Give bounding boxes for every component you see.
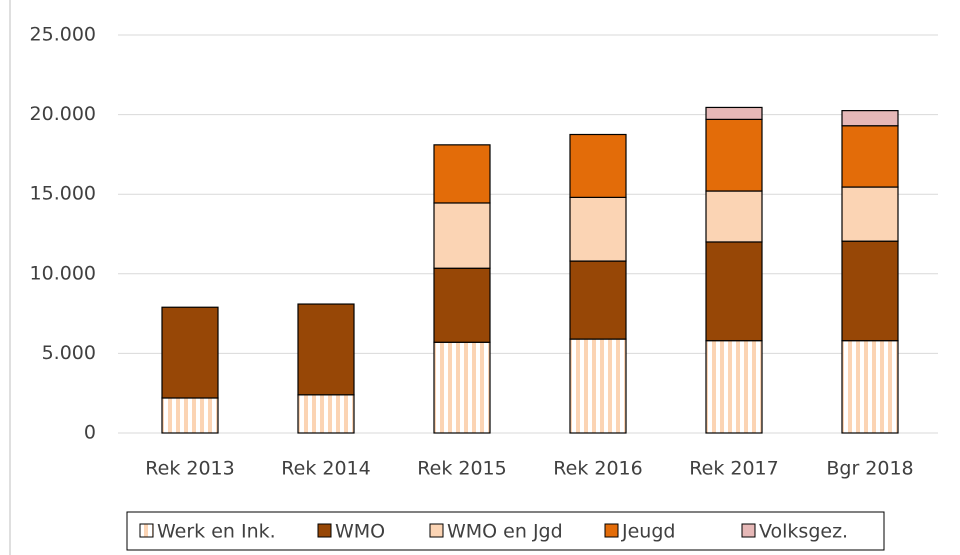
bar-segment — [161, 306, 219, 399]
legend-label: Volksgez. — [759, 521, 848, 543]
legend-swatch — [741, 523, 756, 538]
bar-segment — [433, 341, 491, 434]
legend-swatch — [317, 523, 332, 538]
x-tick-label: Rek 2014 — [281, 458, 370, 480]
legend-label: WMO — [335, 521, 385, 543]
bar-segment — [433, 144, 491, 204]
bar-segment — [841, 110, 899, 127]
bar-segment — [705, 118, 763, 192]
legend-label: Werk en Ink. — [157, 521, 276, 543]
legend-swatch — [604, 523, 619, 538]
bar-segment — [569, 338, 627, 434]
bar-segment — [297, 394, 355, 434]
bar-segment — [841, 186, 899, 242]
y-tick-label: 20.000 — [30, 103, 96, 125]
bar-segment — [841, 340, 899, 434]
bar-segment — [705, 190, 763, 243]
x-tick-label: Rek 2015 — [417, 458, 506, 480]
bar-segment — [569, 133, 627, 198]
legend-label: WMO en Jgd — [447, 521, 563, 543]
legend-swatch — [429, 523, 444, 538]
y-tick-label: 15.000 — [30, 183, 96, 205]
x-tick-label: Bgr 2018 — [826, 458, 913, 480]
chart-border — [9, 0, 11, 555]
x-tick-label: Rek 2013 — [145, 458, 234, 480]
bar-segment — [841, 240, 899, 342]
bar-segment — [161, 397, 219, 434]
x-tick-label: Rek 2017 — [689, 458, 778, 480]
bar-segment — [569, 260, 627, 340]
bar-segment — [433, 202, 491, 269]
bar-segment — [569, 196, 627, 262]
y-tick-label: 25.000 — [30, 24, 96, 46]
bar-segment — [705, 241, 763, 342]
y-tick-label: 5.000 — [42, 342, 96, 364]
y-tick-label: 10.000 — [30, 262, 96, 284]
y-tick-label: 0 — [84, 422, 96, 444]
bar-segment — [705, 106, 763, 120]
x-tick-label: Rek 2016 — [553, 458, 642, 480]
legend-swatch — [139, 523, 154, 538]
legend-box — [126, 511, 885, 551]
bar-segment — [297, 303, 355, 396]
bar-segment — [433, 267, 491, 343]
legend-label: Jeugd — [621, 521, 675, 543]
bar-segment — [705, 340, 763, 434]
bar-segment — [841, 125, 899, 188]
